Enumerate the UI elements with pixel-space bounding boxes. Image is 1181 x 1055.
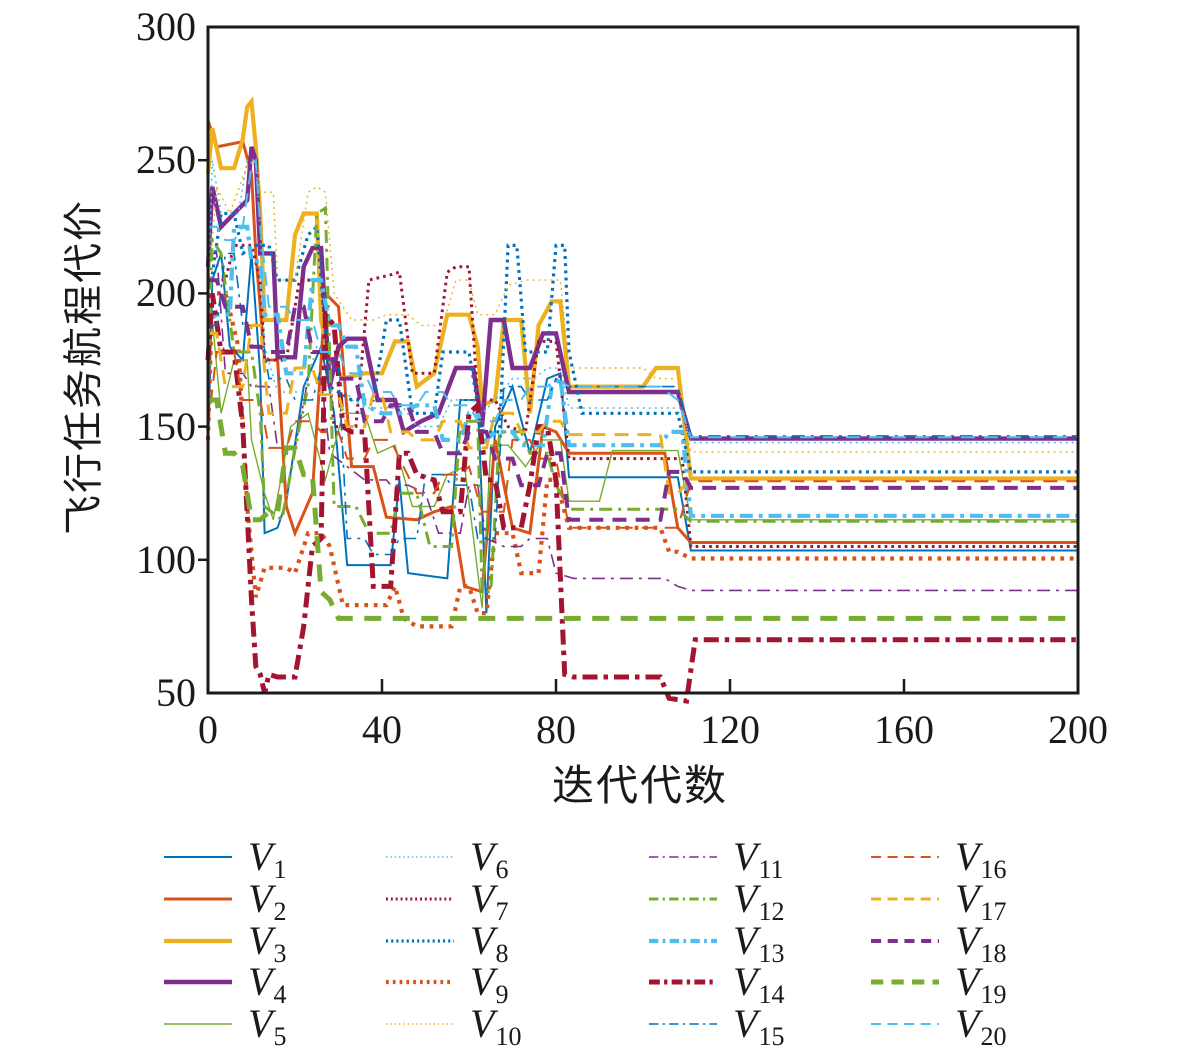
- legend-line-sample: [649, 979, 717, 985]
- legend-label: V3: [248, 917, 287, 968]
- legend-label: V5: [248, 1001, 287, 1052]
- legend-label: V7: [470, 875, 509, 926]
- legend-label: V17: [955, 875, 1007, 926]
- legend-item-V15: V15: [649, 1001, 785, 1052]
- legend-item-V19: V19: [871, 959, 1007, 1010]
- y-tick-label: 300: [136, 4, 196, 49]
- legend-label: V11: [733, 834, 784, 884]
- legend-item-V9: V9: [386, 959, 509, 1010]
- legend-line-sample: [164, 938, 232, 943]
- series-line-V10: [207, 159, 1078, 453]
- legend-item-V18: V18: [871, 917, 1007, 968]
- legend-label: V4: [248, 959, 287, 1010]
- legend-line-sample: [386, 856, 454, 858]
- legend-item-V10: V10: [386, 1001, 522, 1052]
- legend-label: V8: [470, 917, 509, 968]
- legend-label: V19: [955, 959, 1007, 1010]
- legend-item-V11: V11: [649, 834, 784, 884]
- legend-label: V14: [733, 959, 785, 1010]
- plot-frame: [206, 25, 1080, 695]
- series-line-V17: [208, 323, 1078, 495]
- x-tick-label: 40: [362, 707, 402, 752]
- legend-line-sample: [164, 897, 232, 901]
- legend-label: V13: [733, 917, 785, 968]
- series-line-V8: [206, 211, 1078, 474]
- legend-label: V20: [955, 1001, 1007, 1052]
- legend-label: V6: [470, 834, 509, 884]
- legend-line-sample: [164, 980, 232, 985]
- legend-line-sample: [649, 856, 717, 858]
- legend-line-sample: [871, 897, 939, 901]
- series-line-V5: [207, 319, 1078, 608]
- legend-item-V1: V1: [164, 834, 287, 884]
- x-tick-label: 80: [536, 707, 576, 752]
- legend-line-sample: [871, 856, 939, 858]
- legend-line-sample: [871, 979, 939, 985]
- legend-line-sample: [386, 938, 454, 943]
- x-tick-label: 120: [700, 707, 760, 752]
- series-line-V16: [207, 351, 1078, 529]
- legend-item-V20: V20: [871, 1001, 1007, 1052]
- legend-item-V12: V12: [649, 875, 785, 926]
- series-line-V13: [206, 224, 1078, 518]
- legend-line-sample: [649, 938, 717, 943]
- legend-item-V17: V17: [871, 875, 1007, 926]
- legend-line-sample: [649, 897, 717, 901]
- series-line-V20: [208, 157, 1078, 439]
- legend-item-V2: V2: [164, 875, 287, 926]
- legend-label: V2: [248, 875, 287, 926]
- legend-label: V16: [955, 834, 1007, 884]
- legend-label: V15: [733, 1001, 785, 1052]
- y-tick-label: 200: [136, 270, 196, 316]
- legend-item-V3: V3: [164, 917, 287, 968]
- legend-label: V12: [733, 875, 785, 926]
- series-line-V18: [208, 278, 1078, 522]
- series-line-V11: [208, 252, 1078, 592]
- legend-item-V8: V8: [386, 917, 509, 968]
- legend-label: V9: [470, 959, 509, 1010]
- convergence-line-chart: [198, 25, 1080, 704]
- legend-label: V10: [470, 1001, 522, 1052]
- y-tick-label: 50: [156, 670, 196, 715]
- legend-item-V6: V6: [386, 834, 509, 884]
- legend-line-sample: [164, 1023, 232, 1025]
- legend-line-sample: [871, 938, 939, 943]
- x-axis-label: 迭代代数: [551, 764, 728, 810]
- legend-item-V16: V16: [871, 834, 1007, 884]
- y-tick-label: 100: [136, 536, 196, 582]
- series-line-V3: [205, 96, 1078, 481]
- legend-line-sample: [386, 980, 454, 985]
- legend-line-sample: [386, 897, 454, 901]
- x-tick-label: 200: [1048, 707, 1108, 752]
- y-axis-label: 飞行任务航程代价: [61, 199, 106, 535]
- legend-item-V14: V14: [649, 959, 785, 1010]
- legend-line-sample: [386, 1023, 454, 1025]
- x-tick-label: 160: [874, 707, 934, 752]
- legend-item-V4: V4: [164, 959, 287, 1010]
- legend-item-V7: V7: [386, 875, 509, 926]
- legend-line-sample: [871, 1023, 939, 1026]
- y-tick-label: 150: [136, 403, 196, 449]
- legend-line-sample: [164, 856, 232, 858]
- y-tick-label: 250: [136, 137, 196, 183]
- legend-item-V13: V13: [649, 917, 785, 968]
- legend-item-V5: V5: [164, 1001, 287, 1052]
- series-line-V7: [208, 243, 1078, 548]
- legend-line-sample: [649, 1023, 717, 1025]
- series-line-V4: [205, 146, 1078, 441]
- series-line-V14: [205, 293, 1078, 704]
- series-line-V19: [208, 397, 1078, 621]
- legend-label: V18: [955, 917, 1007, 968]
- x-tick-label: 0: [198, 707, 218, 752]
- legend-label: V1: [248, 834, 287, 884]
